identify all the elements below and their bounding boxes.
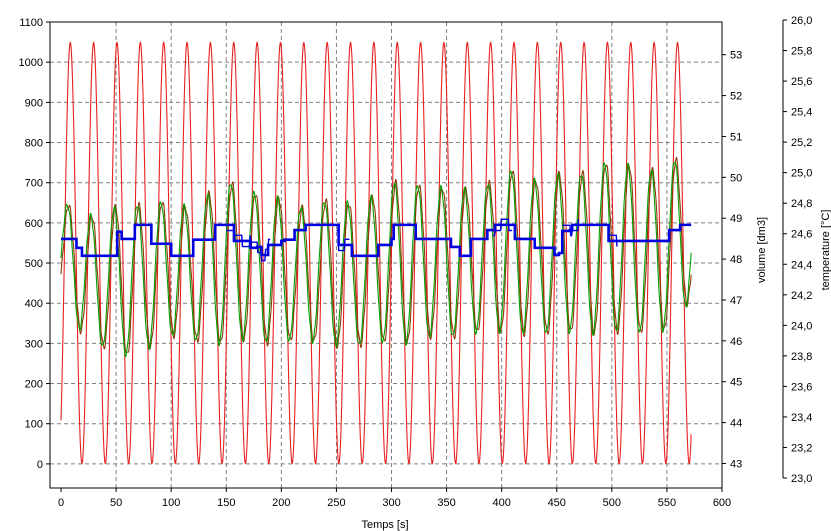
green-flow-line: [60, 162, 692, 358]
series-layer: [60, 41, 692, 465]
y3-tick-label: 26,0: [791, 15, 812, 27]
y2-tick-label: 45: [730, 377, 742, 389]
y3-tick-label: 23,0: [791, 473, 812, 485]
x-tick-label: 550: [658, 497, 676, 509]
y2-tick-label: 49: [730, 213, 742, 225]
y3-tick-label: 25,2: [791, 137, 812, 149]
y-tick-label: 800: [25, 138, 43, 150]
y-tick-label: 700: [25, 178, 43, 190]
y3-tick-label: 23,8: [791, 351, 812, 363]
blue-noise-segment: [226, 229, 271, 262]
y3-tick-label: 24,0: [791, 320, 812, 332]
y-tick-label: 600: [25, 218, 43, 230]
axes-layer: 0 100 200 300 400 500 600 700 800 900 1000 1100 0 50 1…: [19, 15, 813, 509]
y2-axis-title: volume [dm3]: [756, 217, 768, 283]
red-volume-line: [60, 41, 692, 465]
x-tick-label: 500: [603, 497, 621, 509]
y3-tick-label: 25,6: [791, 76, 812, 88]
y2-tick-label: 47: [730, 295, 742, 307]
blue-noise-segment: [608, 234, 618, 247]
y2-tick-label: 52: [730, 91, 742, 103]
y2-tick-label: 50: [730, 172, 742, 184]
y-tick-label: 100: [25, 419, 43, 431]
plot-frame: [49, 21, 723, 489]
x-tick-label: 150: [217, 497, 235, 509]
y3-tick-label: 23,4: [791, 412, 812, 424]
y2-tick-label: 46: [730, 336, 742, 348]
y2-tick-label: 51: [730, 131, 742, 143]
y-tick-label: 400: [25, 298, 43, 310]
y2-tick-label: 53: [730, 50, 742, 62]
y3-tick-label: 23,2: [791, 442, 812, 454]
brown-temperature-line: [60, 156, 692, 354]
blue-step-line: [61, 223, 692, 258]
y-tick-label: 1100: [19, 17, 43, 29]
x-tick-label: 600: [713, 497, 731, 509]
x-tick-label: 450: [548, 497, 566, 509]
y3-tick-label: 24,4: [791, 259, 812, 271]
blue-noise-segment: [492, 218, 513, 237]
x-tick-label: 100: [162, 497, 180, 509]
y3-tick-label: 24,6: [791, 229, 812, 241]
y3-tick-label: 25,4: [791, 107, 812, 119]
y3-tick-label: 24,8: [791, 198, 812, 210]
y-tick-label: 300: [25, 338, 43, 350]
x-tick-label: 50: [110, 497, 122, 509]
y3-tick-label: 25,8: [791, 46, 812, 58]
y3-axis-title: temperature [°C]: [820, 210, 831, 291]
y2-tick-label: 44: [730, 418, 742, 430]
x-tick-label: 200: [272, 497, 290, 509]
y-tick-label: 1000: [19, 57, 43, 69]
x-tick-label: 400: [492, 497, 510, 509]
y-tick-label: 0: [37, 459, 43, 471]
blue-noise-segment: [562, 219, 580, 237]
y3-tick-label: 25,0: [791, 168, 812, 180]
y3-tick-label: 24,2: [791, 290, 812, 302]
y-tick-label: 900: [25, 97, 43, 109]
x-tick-label: 0: [58, 497, 64, 509]
x-axis-title: Temps [s]: [361, 519, 408, 531]
x-tick-label: 300: [382, 497, 400, 509]
x-tick-label: 250: [327, 497, 345, 509]
blue-noise-segment: [336, 229, 350, 252]
y3-tick-label: 23,6: [791, 381, 812, 393]
y-tick-label: 200: [25, 379, 43, 391]
x-tick-label: 350: [437, 497, 455, 509]
y2-tick-label: 48: [730, 254, 742, 266]
y-tick-label: 500: [25, 258, 43, 270]
y2-tick-label: 43: [730, 458, 742, 470]
